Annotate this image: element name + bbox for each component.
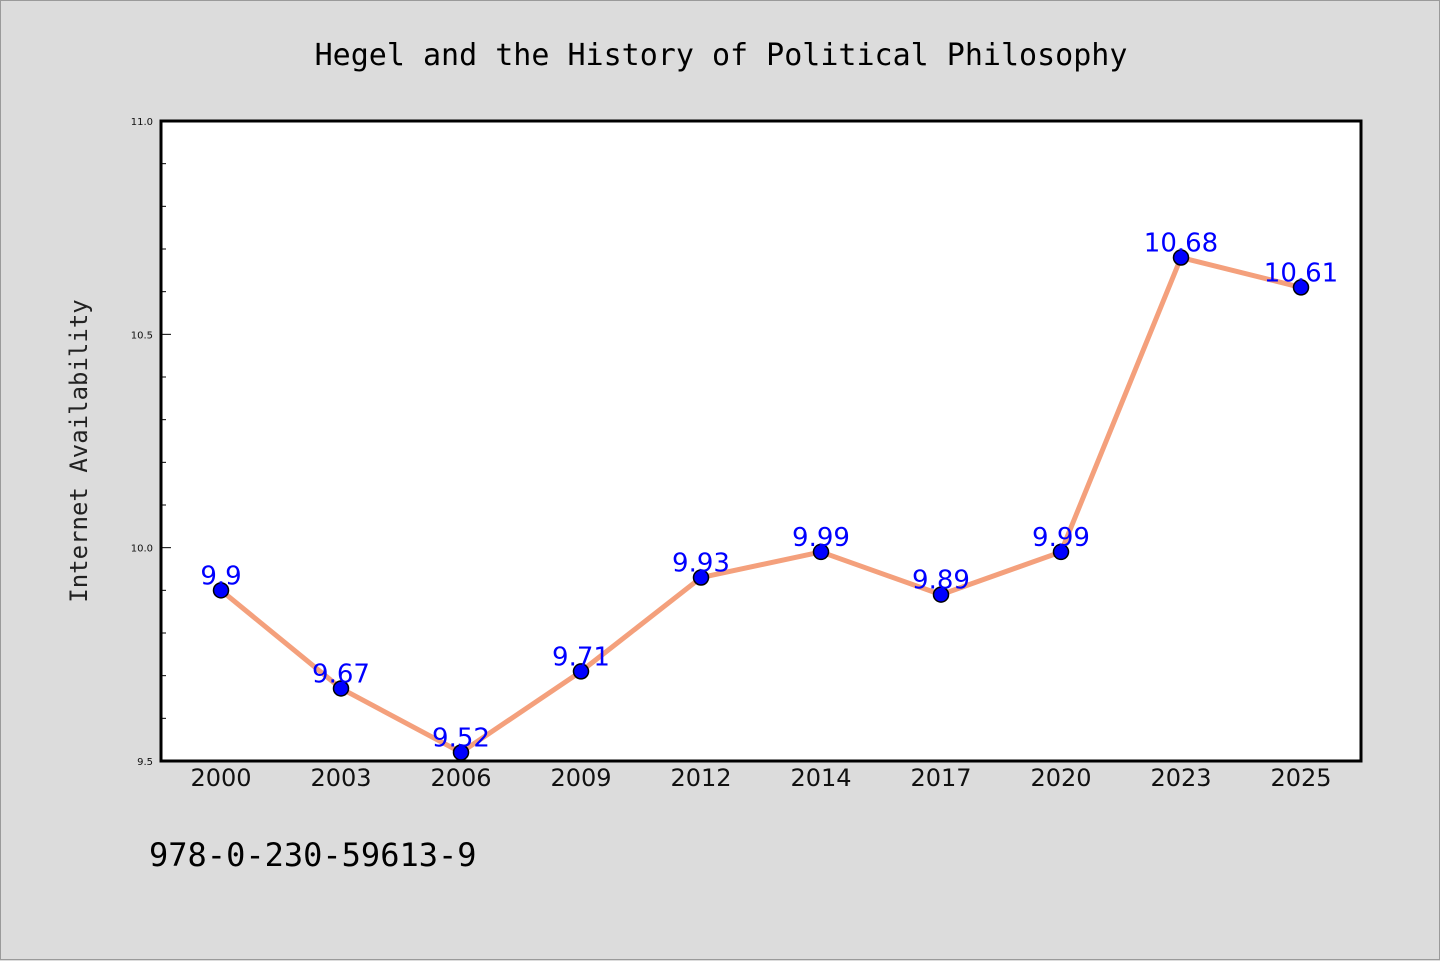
y-tick-label: 9.5: [137, 757, 153, 768]
data-point: [452, 744, 470, 761]
data-label: 9.67: [312, 659, 370, 689]
series-line-group: [218, 255, 1304, 755]
data-label: 9.52: [432, 723, 490, 753]
data-label-group: 9.9 9.67 9.52 9.71 9.93 9.99 9.89 9.99 10.68 10.6…: [200, 229, 1338, 754]
y-tick-label: 10.0: [131, 544, 153, 555]
x-tick-label: 2012: [670, 764, 731, 792]
data-label: 9.99: [1032, 523, 1090, 553]
data-point: [932, 586, 950, 603]
data-point: [1172, 249, 1190, 266]
data-point: [692, 569, 710, 586]
data-label: 9.71: [552, 642, 610, 672]
data-point: [1292, 279, 1310, 296]
data-label: 9.9: [200, 561, 241, 591]
plot-area: [159, 119, 1363, 763]
x-tick-label: 2000: [190, 764, 251, 792]
data-point-group: [212, 249, 1310, 761]
y-tick-label: 10.5: [131, 330, 153, 341]
data-label: 9.89: [912, 566, 970, 596]
x-tick-label: 2006: [430, 764, 491, 792]
y-axis-label: Internet Availability: [65, 299, 93, 602]
data-point: [812, 543, 830, 561]
x-tick-label: 2009: [550, 764, 611, 792]
y-tick-label: 11.0: [131, 117, 153, 128]
x-tick-label: 2003: [310, 764, 371, 792]
data-label: 10.61: [1264, 258, 1338, 288]
series-line: [218, 255, 1304, 755]
data-label: 9.93: [672, 549, 730, 579]
data-point: [572, 663, 590, 680]
data-point: [212, 582, 230, 599]
data-point: [332, 680, 350, 697]
isbn-caption: 978-0-230-59613-9: [149, 836, 477, 874]
chart-title: Hegel and the History of Political Philo…: [315, 38, 1128, 73]
x-tick-label: 2017: [910, 764, 971, 792]
x-tick-label: 2023: [1150, 764, 1211, 792]
x-tick-label: 2014: [790, 764, 851, 792]
x-axis: 2000 2003 2006 2009 2012 2014 2017 2020 2023 2025: [190, 764, 1331, 792]
data-label: 10.68: [1144, 229, 1218, 259]
x-tick-label: 2025: [1270, 764, 1331, 792]
data-point: [1052, 543, 1070, 561]
x-tick-label: 2020: [1030, 764, 1091, 792]
y-axis: 9.5 10.0 10.5 11.0: [131, 117, 171, 768]
data-label: 9.99: [792, 523, 850, 553]
